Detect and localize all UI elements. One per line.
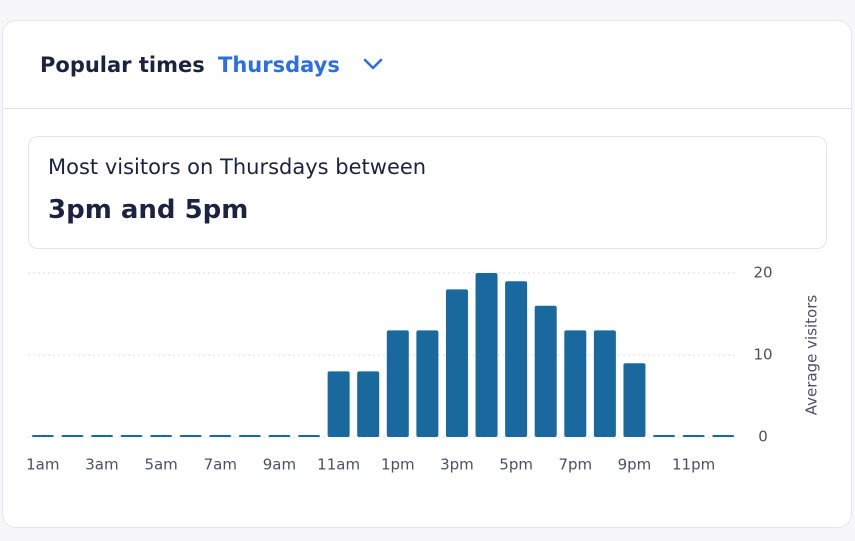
x-tick-label: 1pm [381, 456, 415, 474]
bar [31, 435, 54, 437]
card-header: Popular times Thursdays [3, 21, 851, 109]
summary-line: Most visitors on Thursdays between [48, 155, 427, 179]
card: Popular times Thursdays Most visitors on… [2, 20, 852, 528]
bar [120, 435, 143, 437]
x-tick-label: 5pm [499, 456, 533, 474]
bar [593, 330, 616, 437]
bar [357, 371, 380, 437]
bar [150, 435, 173, 437]
bar [238, 435, 261, 437]
bar [682, 435, 705, 437]
bar [653, 435, 676, 437]
x-tick-label: 7pm [558, 456, 592, 474]
bar [475, 273, 498, 437]
bar [179, 435, 202, 437]
bar [61, 435, 84, 437]
bar [298, 435, 321, 437]
y-tick-label: 10 [753, 346, 772, 364]
bar [268, 435, 291, 437]
bar [505, 281, 528, 437]
day-selector[interactable]: Thursdays [218, 53, 340, 77]
x-tick-label: 5am [144, 456, 177, 474]
dropdown-chevron[interactable] [361, 55, 385, 75]
summary-box: Most visitors on Thursdays between 3pm a… [28, 136, 827, 249]
header-title: Popular times [40, 53, 205, 77]
bar [90, 435, 113, 437]
bar [416, 330, 439, 437]
x-tick-label: 9pm [618, 456, 652, 474]
bar [327, 371, 350, 437]
x-tick-label: 1am [26, 456, 59, 474]
x-tick-label: 9am [263, 456, 296, 474]
y-axis-label: Average visitors [803, 295, 821, 416]
y-tick-label: 0 [758, 428, 768, 446]
x-tick-label: 11am [317, 456, 360, 474]
bar [386, 330, 409, 437]
x-tick-label: 3pm [440, 456, 474, 474]
x-tick-label: 11pm [672, 456, 715, 474]
bar [712, 435, 735, 437]
x-tick-label: 3am [85, 456, 118, 474]
bar [623, 363, 646, 437]
bar [564, 330, 587, 437]
bar [445, 289, 468, 437]
bar [209, 435, 232, 437]
y-tick-label: 20 [753, 264, 772, 282]
x-tick-label: 7am [204, 456, 237, 474]
summary-highlight: 3pm and 5pm [48, 195, 249, 225]
bar [534, 305, 557, 437]
